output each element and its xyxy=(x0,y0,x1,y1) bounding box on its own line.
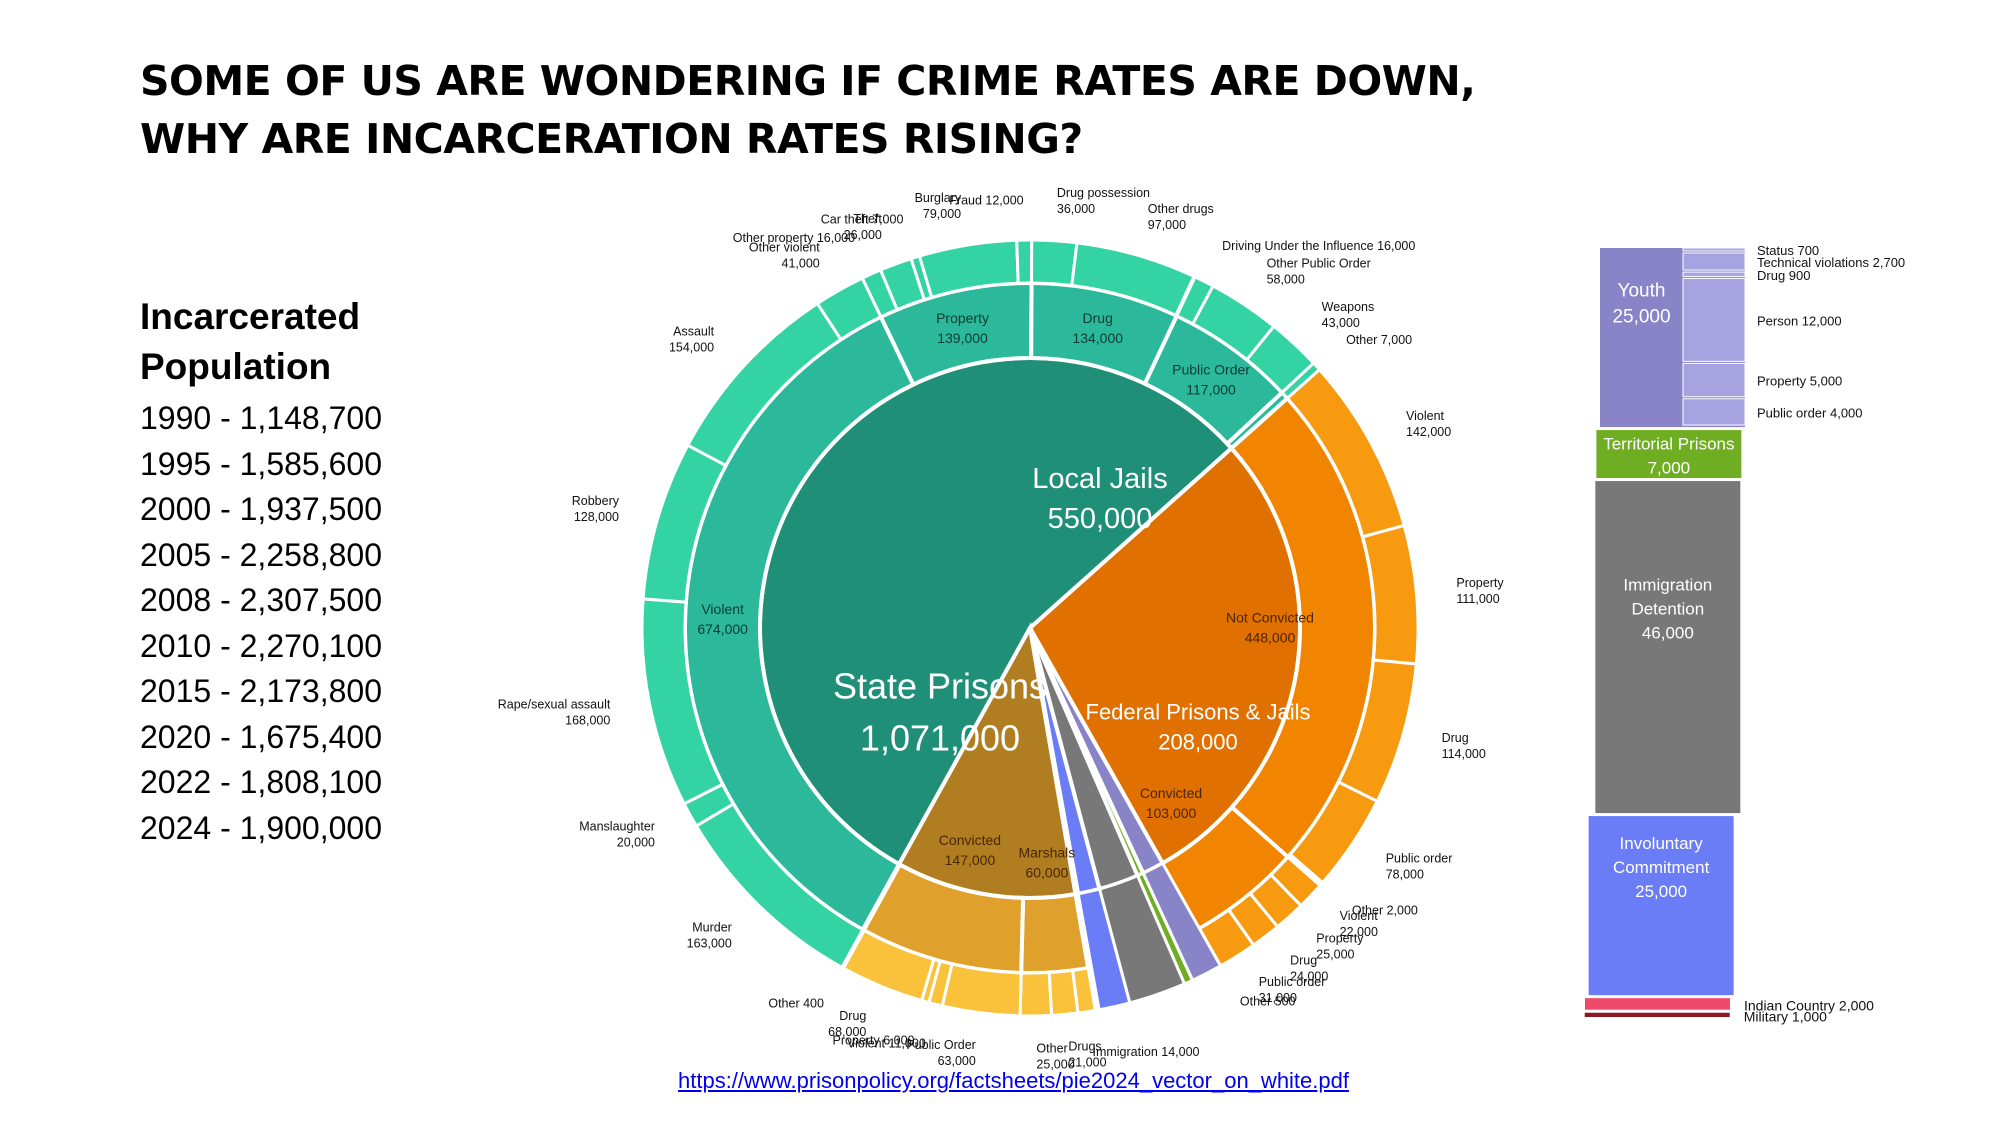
population-row: 2005 - 2,258,800 xyxy=(140,536,382,573)
source-link[interactable]: https://www.prisonpolicy.org/factsheets/… xyxy=(678,1068,1349,1093)
sunburst-slices xyxy=(640,238,1420,1018)
detail-segment-indian-country xyxy=(1584,998,1730,1010)
leaf-label-state-prisons-theft: Theft 26,000 xyxy=(844,212,883,242)
leaf-label-local-jails-other: Other 2,000 xyxy=(1352,903,1418,917)
leaf-label-state-prisons-other-violent: Other violent 41,000 xyxy=(749,241,820,271)
detail-segment-immigration-detention xyxy=(1595,481,1741,814)
leaf-label-local-jails-other: Other 500 xyxy=(1240,994,1296,1008)
leaf-label-state-prisons-other-public-order: Other Public Order 58,000 xyxy=(1267,257,1371,287)
leaf-label-state-prisons-other: Other 7,000 xyxy=(1346,333,1412,347)
population-row: 2000 - 1,937,500 xyxy=(140,491,382,527)
population-row: 1990 - 1,148,700 xyxy=(140,400,382,436)
leaf-label-federal-prisons-jails-drugs: Drugs 21,000 xyxy=(1068,1040,1106,1070)
leaf-label-state-prisons-weapons: Weapons 43,000 xyxy=(1322,300,1375,330)
detail-subsegment-property xyxy=(1682,362,1746,398)
leaf-label-local-jails-violent: Violent 142,000 xyxy=(1406,409,1451,439)
leaf-label-federal-prisons-jails-drug: Drug 68,000 xyxy=(828,1009,866,1039)
leaf-label-federal-prisons-jails-immigration: Immigration 14,000 xyxy=(1092,1045,1199,1059)
slice-federal-prisons-jails-marshals xyxy=(1019,891,1091,975)
leaf-label-local-jails-drug: Drug 24,000 xyxy=(1290,953,1328,983)
population-row: 2015 - 2,173,800 xyxy=(140,673,382,709)
leaf-label-state-prisons-fraud: Fraud 12,000 xyxy=(949,193,1023,207)
detail-label-immigration-detention: Immigration Detention 46,000 xyxy=(1623,576,1712,643)
detail-segment-territorial-prisons xyxy=(1596,430,1742,479)
detail-segment-military xyxy=(1584,1012,1730,1017)
leaf-label-state-prisons-other-property: Other property 16,000 xyxy=(733,231,855,245)
detail-label-property: Property 5,000 xyxy=(1757,374,1842,389)
leaf-label-state-prisons-car-theft: Car theft 7,000 xyxy=(821,213,904,227)
leaf-label-federal-prisons-jails-public-order: Public Order 63,000 xyxy=(906,1038,976,1068)
population-list: 1990 - 1,148,700 1995 - 1,585,600 2000 -… xyxy=(140,396,480,851)
detail-subsegment-drug xyxy=(1682,271,1746,277)
population-row: 1995 - 1,585,600 xyxy=(140,445,382,482)
leaf-label-local-jails-drug: Drug 114,000 xyxy=(1442,731,1486,761)
slice-federal-prisons-jails-marshals-drugs xyxy=(1047,968,1080,1017)
slice-state-prisons-drug-drug-possession xyxy=(1030,238,1079,288)
slice-federal-prisons-jails-convicted-other xyxy=(840,928,867,971)
detail-segment-involuntary-commitment xyxy=(1588,816,1734,996)
leaf-label-local-jails-public-order: Public order 78,000 xyxy=(1386,851,1453,881)
population-row: 2024 - 1,900,000 xyxy=(140,809,382,846)
leaf-label-local-jails-property: Property 25,000 xyxy=(1316,932,1364,962)
detail-label-indian-country: Indian Country 2,000 xyxy=(1744,997,1874,1013)
local-jails-label: Local Jails 550,000 xyxy=(1032,463,1167,535)
detail-label-involuntary-commitment: Involuntary Commitment 25,000 xyxy=(1613,834,1710,901)
leaf-label-federal-prisons-jails-violent: Violent 11,000 xyxy=(847,1037,926,1051)
ring-label-state-prisons-public-order: Public Order 117,000 xyxy=(1172,361,1250,397)
ring-label-state-prisons-violent: Violent 674,000 xyxy=(697,601,748,637)
leaf-label-local-jails-public-order: Public order 31,000 xyxy=(1259,975,1326,1005)
detail-subsegment-technical-violations xyxy=(1682,252,1746,271)
detail-label-military: Military 1,000 xyxy=(1744,1008,1827,1024)
slice-state-prisons-property-fraud xyxy=(1015,238,1034,285)
leaf-label-federal-prisons-jails-other: Other 400 xyxy=(768,997,824,1011)
population-row: 2022 - 1,808,100 xyxy=(140,764,382,800)
population-heading-line-2: Population xyxy=(140,346,332,387)
leaf-label-local-jails-violent: Violent 22,000 xyxy=(1340,909,1379,939)
population-row: 2010 - 2,270,100 xyxy=(140,627,382,664)
title-line-1: SOME OF US ARE WONDERING IF CRIME RATES … xyxy=(140,57,1476,105)
population-row: 2020 - 1,675,400 xyxy=(140,718,382,755)
detail-subsegment-public-order xyxy=(1682,398,1746,426)
leaf-label-state-prisons-burglary: Burglary 79,000 xyxy=(915,191,962,221)
leaf-label-state-prisons-rape-sexual-assault: Rape/sexual assault 168,000 xyxy=(498,697,611,727)
detail-subsegment-status xyxy=(1682,247,1746,252)
title-line-2: WHY ARE INCARCERATION RATES RISING? xyxy=(140,115,1083,163)
detail-label-territorial-prisons: Territorial Prisons 7,000 xyxy=(1603,435,1734,478)
ring-label-local-jails-not-convicted: Not Convicted 448,000 xyxy=(1226,610,1314,646)
detail-label-person: Person 12,000 xyxy=(1757,313,1842,328)
incarcerated-population-panel: Incarcerated Population 1990 - 1,148,700… xyxy=(140,292,480,851)
population-heading-line-1: Incarcerated xyxy=(140,296,361,337)
slice-federal-prisons-jails-convicted-public-order xyxy=(940,962,1023,1018)
detail-label-public-order: Public order 4,000 xyxy=(1757,405,1863,420)
detail-label-youth: Youth 25,000 xyxy=(1612,281,1670,328)
slice-federal-prisons-jails-marshals-other xyxy=(1018,970,1054,1018)
leaf-label-state-prisons-driving-under-the-influence: Driving Under the Influence 16,000 xyxy=(1222,239,1415,253)
ring-label-federal-prisons-jails-marshals: Marshals 60,000 xyxy=(1018,844,1075,880)
ring-label-federal-prisons-jails-convicted: Convicted 147,000 xyxy=(939,832,1001,868)
leaf-label-state-prisons-drug-possession: Drug possession 36,000 xyxy=(1057,186,1150,216)
detail-label-technical-violations: Technical violations 2,700 xyxy=(1757,255,1905,270)
leaf-label-federal-prisons-jails-other: Other 25,000 xyxy=(1036,1041,1074,1071)
state-prisons-label: State Prisons 1,071,000 xyxy=(833,666,1047,759)
leaf-label-local-jails-property: Property 111,000 xyxy=(1456,576,1504,606)
detail-subsegment-person xyxy=(1682,277,1746,362)
inner-ring-outline xyxy=(758,356,1302,900)
leaf-label-federal-prisons-jails-property: Property 6,000 xyxy=(833,1033,915,1047)
page-title: SOME OF US ARE WONDERING IF CRIME RATES … xyxy=(140,52,1640,168)
ring-label-state-prisons-drug: Drug 134,000 xyxy=(1072,310,1123,346)
detail-label-drug: Drug 900 xyxy=(1757,268,1810,283)
ring-label-local-jails-convicted: Convicted 103,000 xyxy=(1140,785,1202,821)
federal-label: Federal Prisons & Jails 208,000 xyxy=(1086,700,1311,755)
leaf-label-state-prisons-murder: Murder 163,000 xyxy=(687,920,732,950)
population-row: 2008 - 2,307,500 xyxy=(140,582,382,618)
ring-label-state-prisons-property: Property 139,000 xyxy=(936,310,989,346)
leaf-label-state-prisons-manslaughter: Manslaughter 20,000 xyxy=(579,820,655,850)
detail-label-status: Status 700 xyxy=(1757,243,1819,258)
leaf-label-state-prisons-other-drugs: Other drugs 97,000 xyxy=(1148,202,1214,232)
detail-bar xyxy=(1584,247,1746,1017)
leaf-label-state-prisons-robbery: Robbery 128,000 xyxy=(572,494,620,524)
leaf-label-state-prisons-assault: Assault 154,000 xyxy=(669,325,715,355)
population-heading: Incarcerated Population xyxy=(140,292,480,392)
